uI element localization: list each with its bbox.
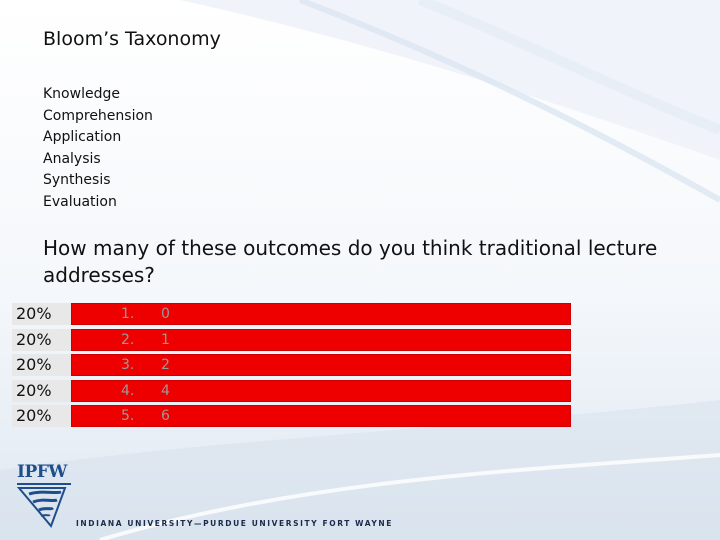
taxonomy-level: Application: [43, 129, 122, 146]
result-percent: 20%: [12, 379, 71, 402]
result-bar: 2. 1: [71, 328, 571, 351]
taxonomy-level: Analysis: [43, 150, 101, 167]
option-number: 3.: [121, 357, 135, 373]
result-percent: 20%: [12, 354, 71, 376]
result-bar: 1. 0: [71, 303, 571, 325]
logo-text: IPFW: [17, 462, 67, 482]
result-percent: 20%: [12, 303, 71, 325]
option-answer: 2: [161, 357, 170, 373]
result-row: 20% 4. 4: [12, 379, 572, 402]
taxonomy-level-list: Knowledge Comprehension Application Anal…: [43, 84, 153, 214]
option-answer: 6: [161, 408, 170, 424]
result-row: 20% 3. 2: [12, 354, 572, 376]
result-bar: 3. 2: [71, 354, 571, 376]
poll-question: How many of these outcomes do you think …: [43, 236, 658, 287]
option-answer: 4: [161, 382, 170, 399]
taxonomy-level: Comprehension: [43, 107, 153, 124]
option-number: 4.: [121, 382, 135, 399]
result-bar: 5. 6: [71, 405, 571, 427]
option-answer: 1: [161, 331, 170, 348]
result-percent: 20%: [12, 328, 71, 351]
result-row: 20% 1. 0: [12, 303, 572, 325]
result-bar: 4. 4: [71, 379, 571, 402]
slide-title: Bloom’s Taxonomy: [43, 28, 221, 50]
result-row: 20% 2. 1: [12, 328, 572, 351]
taxonomy-level: Evaluation: [43, 193, 117, 210]
poll-results: 20% 1. 0 20% 2. 1 20% 3. 2 20% 4. 4: [12, 303, 572, 431]
ipfw-logo: IPFW: [15, 462, 75, 528]
option-number: 2.: [121, 331, 135, 348]
option-number: 5.: [121, 408, 135, 424]
option-answer: 0: [161, 306, 170, 322]
university-footer: INDIANA UNIVERSITY—PURDUE UNIVERSITY FOR…: [76, 519, 394, 528]
taxonomy-level: Synthesis: [43, 172, 111, 189]
taxonomy-level: Knowledge: [43, 86, 120, 102]
ipfw-wave-icon: [16, 483, 71, 528]
option-number: 1.: [121, 306, 135, 322]
result-percent: 20%: [12, 405, 71, 427]
result-row: 20% 5. 6: [12, 405, 572, 427]
